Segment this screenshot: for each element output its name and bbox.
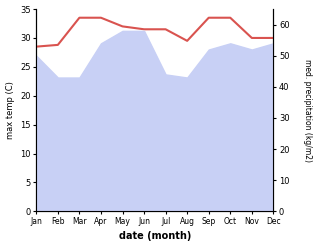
- Y-axis label: max temp (C): max temp (C): [5, 81, 15, 139]
- Y-axis label: med. precipitation (kg/m2): med. precipitation (kg/m2): [303, 59, 313, 162]
- X-axis label: date (month): date (month): [119, 231, 191, 242]
